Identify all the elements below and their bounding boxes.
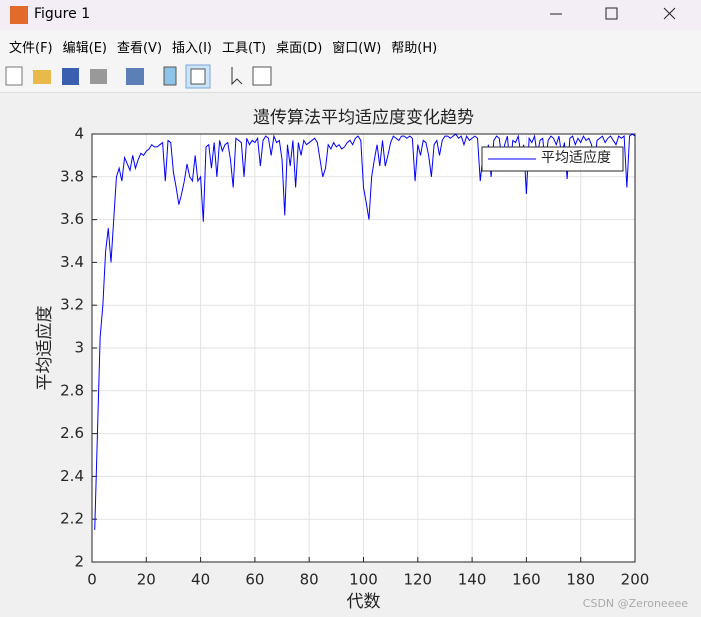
toolbar-icons — [5, 64, 272, 89]
x-axis-label: 代数 — [347, 592, 381, 611]
maximize-button[interactable] — [605, 7, 618, 20]
save-button[interactable] — [62, 68, 79, 85]
menu-bar: 文件(F) 编辑(E) 查看(V) 插入(I) 工具(T) 桌面(D) 窗口(W) 帮助(H) — [0, 30, 701, 60]
new-button[interactable] — [5, 66, 23, 86]
x-tick-label: 120 — [403, 571, 432, 589]
y-tick-label: 2.4 — [60, 467, 84, 485]
watermark: CSDN @Zeroneeee — [583, 597, 688, 610]
y-axis-label: 平均适应度 — [35, 306, 54, 391]
x-tick-label: 0 — [87, 571, 97, 589]
menu-item[interactable]: 查看(V) — [116, 41, 163, 56]
x-tick-label: 200 — [621, 571, 650, 589]
y-tick-label: 2.2 — [60, 510, 84, 528]
menu-item[interactable]: 帮助(H) — [391, 41, 438, 56]
menu-item[interactable]: 编辑(E) — [62, 41, 107, 56]
y-tick-label: 3.6 — [60, 210, 84, 228]
y-tick-label: 3 — [74, 339, 84, 357]
y-tick-label: 2.6 — [60, 424, 84, 442]
menu-item[interactable]: 文件(F) — [9, 41, 53, 56]
y-tick-label: 4 — [74, 125, 84, 143]
x-tick-label: 100 — [349, 571, 378, 589]
axes-box — [91, 133, 636, 563]
chart-title: 遗传算法平均适应度变化趋势 — [253, 108, 474, 127]
menu-item[interactable]: 桌面(D) — [276, 41, 323, 56]
window-title: Figure 1 — [34, 6, 91, 22]
menu-item[interactable]: 工具(T) — [222, 41, 267, 56]
colorbar-button[interactable] — [163, 66, 177, 86]
x-tick-label: 140 — [458, 571, 487, 589]
y-tick-label: 3.4 — [60, 253, 84, 271]
open-button[interactable] — [33, 70, 51, 84]
legend-label: 平均适应度 — [541, 149, 611, 166]
app-icon — [10, 6, 28, 24]
close-button[interactable] — [663, 7, 676, 20]
x-tick-label: 40 — [191, 571, 210, 589]
x-tick-label: 180 — [566, 571, 595, 589]
y-tick-label: 3.8 — [60, 167, 84, 185]
toolbar — [0, 60, 701, 93]
print-button[interactable] — [90, 69, 107, 84]
menu-item[interactable]: 窗口(W) — [332, 41, 382, 56]
x-tick-label: 160 — [512, 571, 541, 589]
menu-item[interactable]: 插入(I) — [172, 41, 213, 56]
title-icons — [10, 6, 676, 24]
pointer-button[interactable] — [231, 67, 243, 86]
y-tick-label: 3.2 — [60, 296, 84, 314]
property-button[interactable] — [252, 66, 272, 86]
title-bar: Figure 1 — [0, 0, 701, 30]
link-button[interactable] — [126, 68, 144, 85]
legend-icon — [190, 68, 206, 85]
x-tick-label: 20 — [137, 571, 156, 589]
x-tick-label: 60 — [245, 571, 264, 589]
y-tick-label: 2 — [74, 553, 84, 571]
y-tick-label: 2.8 — [60, 381, 84, 399]
x-tick-label: 80 — [300, 571, 319, 589]
